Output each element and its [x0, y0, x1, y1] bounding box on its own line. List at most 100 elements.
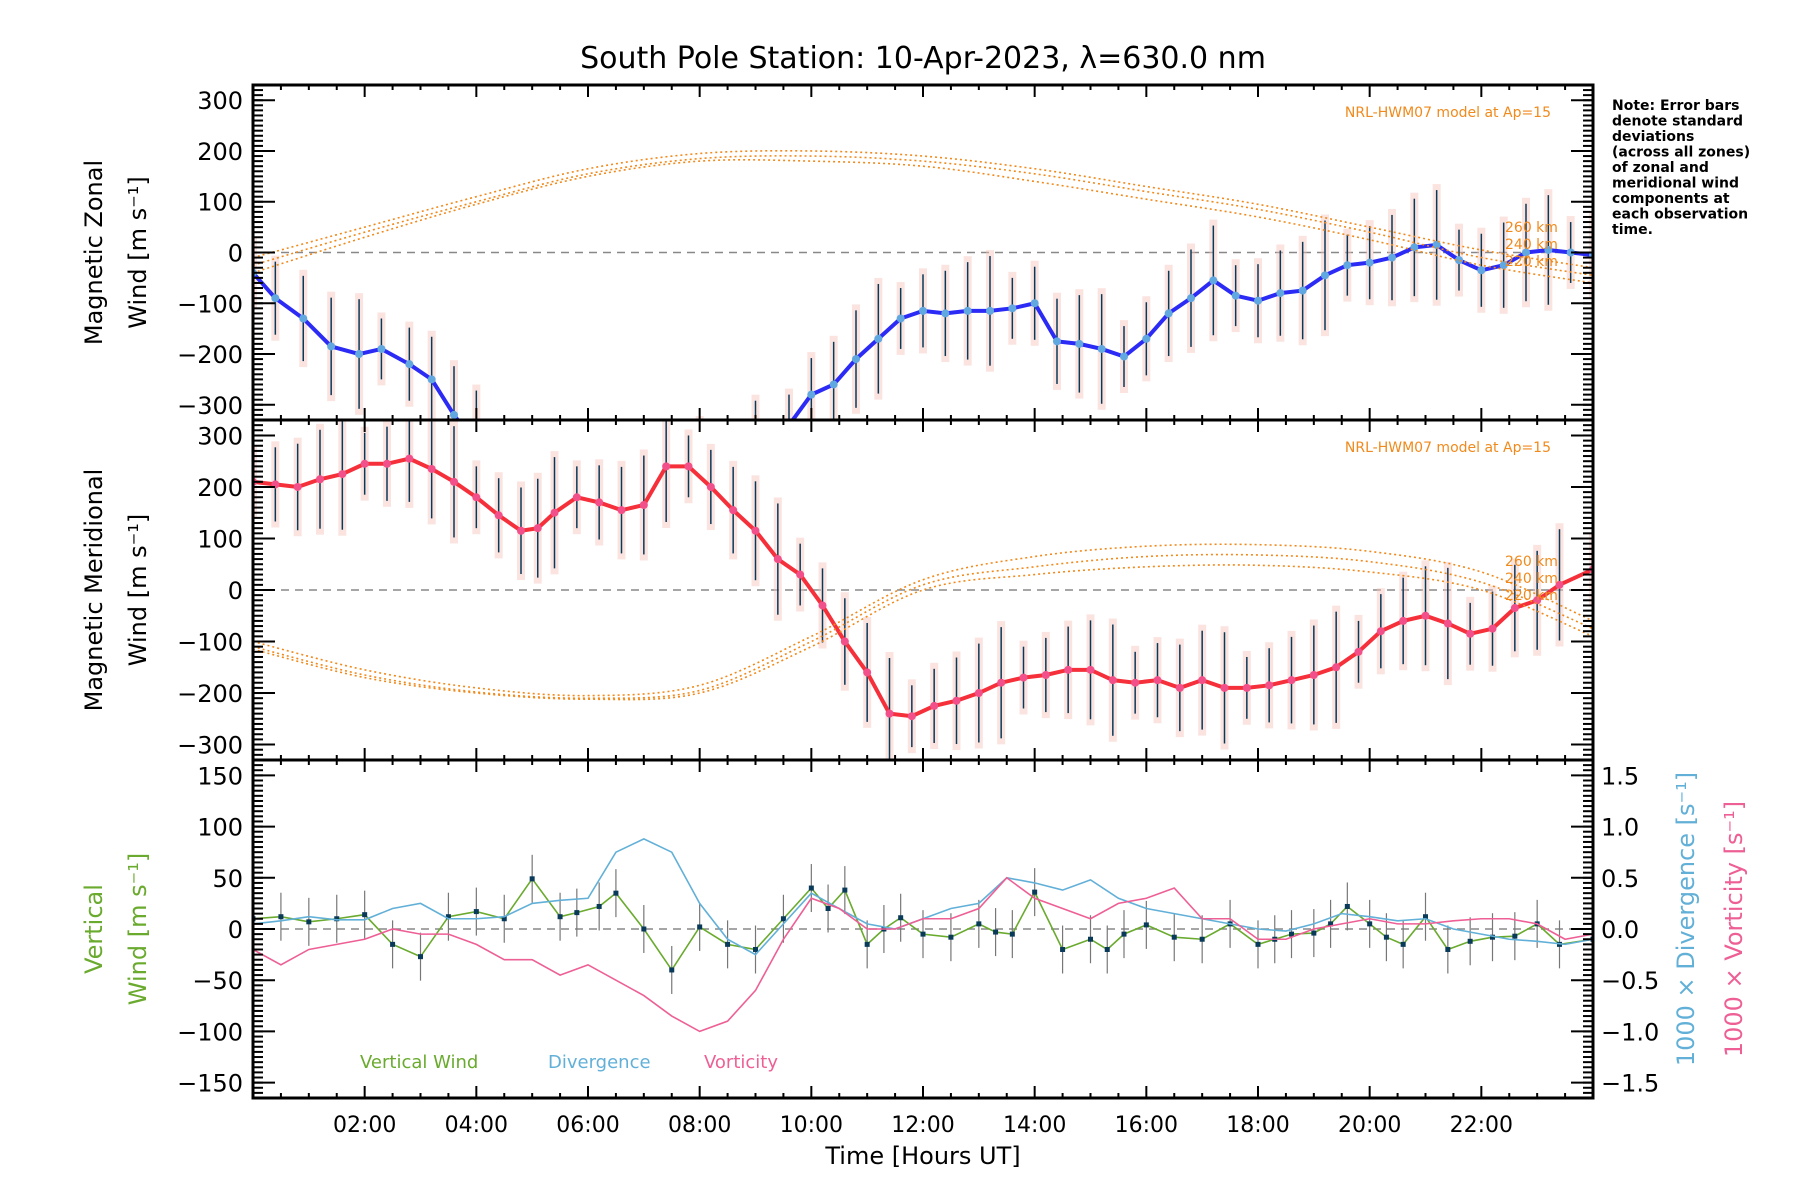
data-point — [1131, 678, 1140, 687]
data-point — [1499, 261, 1508, 270]
data-point — [1512, 933, 1518, 939]
data-point — [818, 601, 827, 610]
y-tick-label: −150 — [177, 1070, 243, 1098]
data-point — [1276, 289, 1285, 298]
data-point — [864, 941, 870, 947]
note-line: deviations — [1612, 129, 1694, 145]
y-tick-label: 100 — [197, 525, 243, 553]
y2-tick-label: 0.5 — [1601, 865, 1639, 893]
data-point — [898, 915, 904, 921]
y-tick-label: −100 — [177, 629, 243, 657]
data-point — [1555, 580, 1564, 589]
data-point — [617, 506, 626, 515]
data-point — [641, 926, 647, 932]
y-axis-label-line2: Wind [m s⁻¹] — [124, 514, 152, 666]
data-point — [863, 668, 872, 677]
note-line: Note: Error bars — [1612, 98, 1739, 114]
y-tick-label: 50 — [212, 865, 243, 893]
data-point — [472, 441, 480, 449]
data-point — [293, 482, 302, 491]
data-point — [1153, 676, 1162, 685]
data-point — [896, 314, 905, 323]
data-point — [596, 903, 602, 909]
data-point — [1354, 647, 1363, 656]
series-zonal-wind — [253, 242, 1593, 420]
x-tick-label: 16:00 — [1115, 1113, 1178, 1138]
series-vorticity — [253, 876, 1593, 1033]
zone-scatter — [695, 416, 704, 420]
data-point — [840, 637, 849, 646]
data-point — [557, 914, 563, 920]
x-tick-label: 20:00 — [1338, 1113, 1401, 1138]
data-point — [1383, 934, 1389, 940]
data-point — [751, 526, 760, 535]
x-axis-tick-labels: 02:00 04:00 06:00 08:00 10:00 12:00 14:00 16:00… — [333, 1113, 1513, 1138]
data-point — [986, 306, 994, 315]
data-point — [405, 454, 414, 463]
altitude-label: 260 km — [1505, 554, 1558, 570]
data-point — [963, 306, 972, 315]
data-point — [1332, 663, 1341, 672]
data-point — [1421, 611, 1430, 620]
data-point — [450, 410, 458, 419]
data-point — [501, 916, 507, 922]
data-point — [334, 916, 340, 922]
data-point — [1199, 936, 1205, 942]
x-tick-label: 22:00 — [1450, 1113, 1513, 1138]
data-point — [528, 462, 536, 470]
y-tick-label: −100 — [177, 1018, 243, 1046]
altitude-label: 240 km — [1505, 237, 1558, 253]
data-point — [473, 909, 479, 915]
data-point — [1220, 683, 1229, 692]
data-point — [1488, 624, 1497, 633]
data-point — [1041, 671, 1050, 679]
data-point — [1175, 683, 1184, 692]
data-point — [405, 360, 414, 369]
y2-tick-label: 0.0 — [1601, 916, 1639, 944]
x-tick-label: 06:00 — [556, 1113, 619, 1138]
data-point — [327, 342, 336, 351]
data-point — [1254, 296, 1262, 305]
data-point — [780, 916, 786, 922]
data-point — [684, 462, 693, 471]
data-point — [697, 924, 703, 930]
y-tick-label: −300 — [177, 392, 243, 420]
legend-vertical-wind: Vertical Wind — [360, 1052, 478, 1073]
data-point — [706, 482, 715, 491]
data-point — [427, 375, 436, 384]
data-point — [1467, 938, 1473, 944]
data-point — [993, 929, 999, 935]
data-point — [529, 876, 535, 882]
data-point — [852, 355, 860, 364]
plot-area — [253, 149, 1593, 470]
data-point — [494, 511, 503, 520]
data-point — [1030, 299, 1039, 308]
data-point — [472, 493, 481, 502]
data-point — [885, 709, 894, 718]
data-point — [1120, 352, 1128, 361]
y-tick-label: 150 — [197, 762, 243, 790]
data-point — [1075, 339, 1084, 348]
model-label: NRL-HWM07 model at Ap=15 — [1345, 105, 1551, 121]
data-point — [533, 524, 542, 533]
y2-axis-label-divergence: 1000 × Divergence [s⁻¹] — [1672, 772, 1700, 1066]
data-point — [1097, 344, 1106, 353]
y-tick-label: 0 — [228, 916, 243, 944]
data-point — [1265, 681, 1274, 690]
data-point — [278, 914, 284, 920]
data-point — [808, 885, 814, 891]
data-point — [383, 459, 391, 468]
data-point — [1365, 258, 1374, 267]
data-point — [669, 967, 675, 973]
data-point — [1287, 676, 1296, 685]
data-point — [948, 934, 954, 940]
data-point — [450, 477, 458, 486]
data-point — [1443, 619, 1452, 628]
data-point — [550, 508, 559, 517]
data-point — [753, 946, 758, 952]
y-tick-label: −300 — [177, 732, 243, 760]
data-point — [355, 350, 364, 359]
note-line: (across all zones) — [1612, 145, 1750, 161]
y-axis-label-line1: Magnetic Zonal — [80, 160, 108, 345]
data-point — [1445, 946, 1451, 952]
